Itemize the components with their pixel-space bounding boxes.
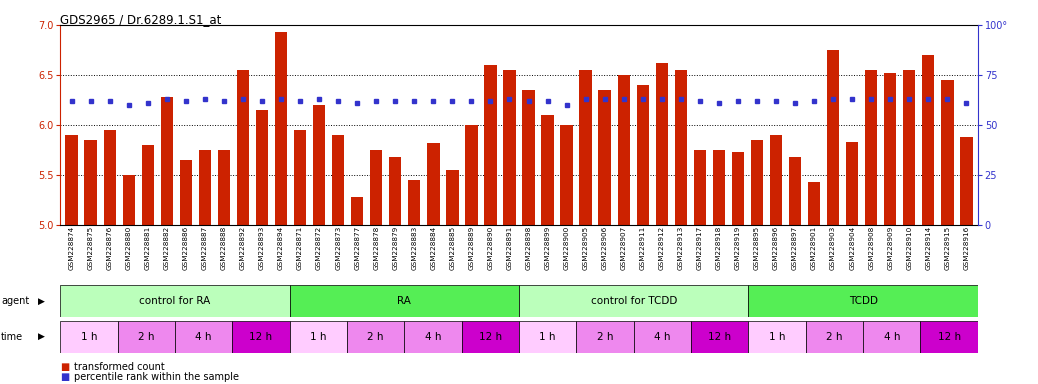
Text: 4 h: 4 h xyxy=(425,332,441,342)
Bar xyxy=(122,175,135,225)
Text: 2 h: 2 h xyxy=(138,332,155,342)
Text: 4 h: 4 h xyxy=(883,332,900,342)
Bar xyxy=(446,170,459,225)
Bar xyxy=(921,321,978,353)
Text: 12 h: 12 h xyxy=(708,332,732,342)
Bar xyxy=(351,197,363,225)
Bar xyxy=(579,70,592,225)
Bar xyxy=(141,145,154,225)
Bar xyxy=(863,321,921,353)
Bar xyxy=(941,80,954,225)
Bar xyxy=(465,125,477,225)
Bar xyxy=(522,90,535,225)
Bar xyxy=(846,142,858,225)
Bar xyxy=(161,97,173,225)
Text: 1 h: 1 h xyxy=(81,332,98,342)
Bar xyxy=(174,321,233,353)
Bar xyxy=(636,85,649,225)
Bar xyxy=(290,321,347,353)
Bar xyxy=(60,285,290,317)
Bar xyxy=(198,150,211,225)
Bar xyxy=(827,50,840,225)
Bar xyxy=(865,70,877,225)
Text: TCDD: TCDD xyxy=(849,296,877,306)
Bar xyxy=(312,105,325,225)
Bar xyxy=(542,115,553,225)
Bar xyxy=(389,157,402,225)
Bar xyxy=(693,150,706,225)
Text: ▶: ▶ xyxy=(38,296,46,306)
Bar xyxy=(633,321,691,353)
Bar xyxy=(117,321,174,353)
Text: percentile rank within the sample: percentile rank within the sample xyxy=(74,372,239,382)
Bar xyxy=(462,321,519,353)
Bar xyxy=(404,321,462,353)
Text: control for TCDD: control for TCDD xyxy=(591,296,677,306)
Text: 12 h: 12 h xyxy=(249,332,273,342)
Bar xyxy=(485,65,496,225)
Bar xyxy=(732,152,744,225)
Text: 2 h: 2 h xyxy=(826,332,843,342)
Bar xyxy=(294,130,306,225)
Bar xyxy=(408,180,420,225)
Bar xyxy=(884,73,897,225)
Text: 2 h: 2 h xyxy=(597,332,613,342)
Text: ■: ■ xyxy=(60,362,70,372)
Bar xyxy=(561,125,573,225)
Text: ▶: ▶ xyxy=(38,332,46,341)
Text: ■: ■ xyxy=(60,372,70,382)
Text: 12 h: 12 h xyxy=(479,332,502,342)
Bar xyxy=(519,321,576,353)
Text: GDS2965 / Dr.6289.1.S1_at: GDS2965 / Dr.6289.1.S1_at xyxy=(60,13,221,26)
Text: transformed count: transformed count xyxy=(74,362,164,372)
Bar xyxy=(332,135,345,225)
Bar xyxy=(370,150,382,225)
Bar xyxy=(750,140,763,225)
Bar xyxy=(519,285,748,317)
Bar xyxy=(104,130,116,225)
Bar xyxy=(960,137,973,225)
Bar xyxy=(347,321,404,353)
Text: time: time xyxy=(1,332,23,342)
Bar xyxy=(180,160,192,225)
Bar xyxy=(503,70,516,225)
Bar xyxy=(656,63,668,225)
Text: 1 h: 1 h xyxy=(769,332,786,342)
Bar xyxy=(789,157,801,225)
Bar xyxy=(233,321,290,353)
Text: 2 h: 2 h xyxy=(367,332,384,342)
Bar xyxy=(805,321,864,353)
Bar xyxy=(428,143,439,225)
Bar xyxy=(770,135,783,225)
Bar xyxy=(237,70,249,225)
Bar xyxy=(903,70,916,225)
Text: 1 h: 1 h xyxy=(310,332,327,342)
Bar xyxy=(748,321,805,353)
Bar xyxy=(748,285,978,317)
Text: RA: RA xyxy=(398,296,411,306)
Text: 12 h: 12 h xyxy=(937,332,961,342)
Text: 1 h: 1 h xyxy=(540,332,556,342)
Bar xyxy=(576,321,633,353)
Bar xyxy=(599,90,610,225)
Text: control for RA: control for RA xyxy=(139,296,211,306)
Bar xyxy=(618,75,630,225)
Bar xyxy=(922,55,934,225)
Bar xyxy=(255,110,268,225)
Bar xyxy=(84,140,97,225)
Bar xyxy=(713,150,726,225)
Bar xyxy=(808,182,820,225)
Bar xyxy=(691,321,748,353)
Text: 4 h: 4 h xyxy=(195,332,212,342)
Bar xyxy=(218,150,230,225)
Bar xyxy=(60,321,117,353)
Bar xyxy=(65,135,78,225)
Text: 4 h: 4 h xyxy=(654,332,671,342)
Bar xyxy=(275,32,288,225)
Text: agent: agent xyxy=(1,296,29,306)
Bar xyxy=(675,70,687,225)
Bar xyxy=(290,285,519,317)
